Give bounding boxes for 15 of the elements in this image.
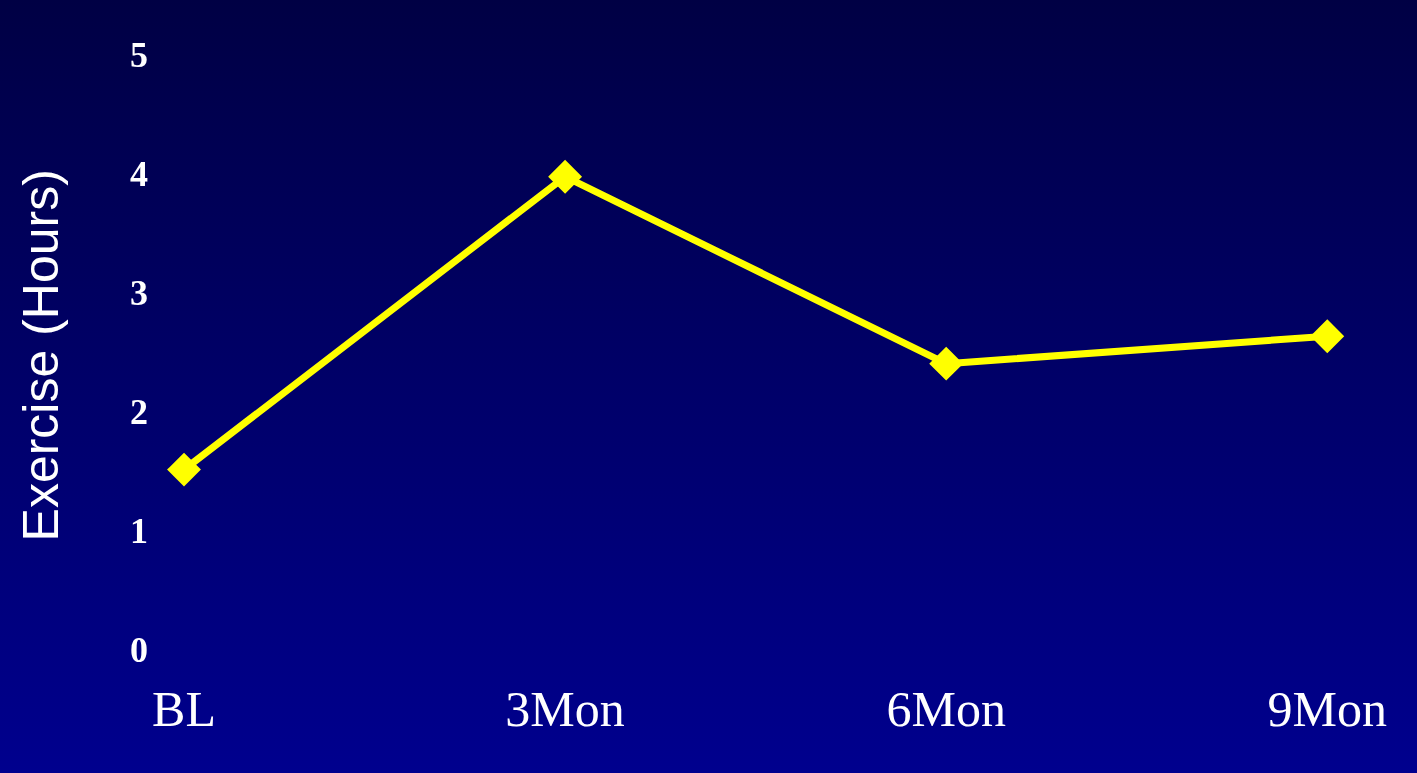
x-tick-label: 9Mon (1267, 681, 1388, 738)
y-tick-label: 4 (130, 153, 148, 194)
y-tick-label: 1 (130, 511, 148, 552)
x-tick-label: 6Mon (886, 681, 1006, 738)
point (549, 161, 581, 193)
y-tick-label: 5 (130, 34, 148, 75)
y-tick-label: 2 (130, 392, 148, 433)
x-tick-label: BL (152, 681, 216, 738)
point (168, 454, 200, 486)
y-tick-label: 0 (130, 630, 148, 671)
y-tick-label: 3 (130, 273, 148, 314)
y-axis-title: Exercise (Hours) (12, 169, 69, 542)
x-tick-label: 3Mon (505, 681, 625, 738)
point (930, 348, 962, 380)
point (1311, 320, 1343, 352)
